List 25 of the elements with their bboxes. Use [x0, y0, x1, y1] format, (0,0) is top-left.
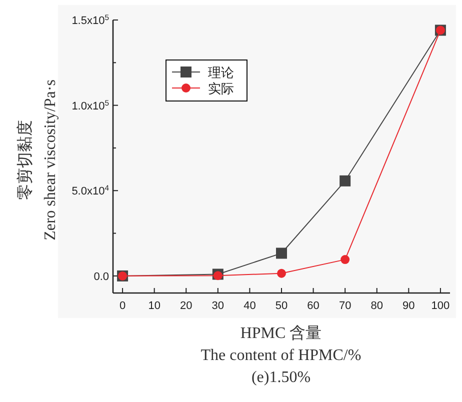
text: (e)1.50% [251, 369, 311, 386]
y-tick-label: 0.0 [94, 270, 109, 283]
point [276, 248, 287, 259]
y-tick-label: 5.0x10$^{4}$ [72, 183, 110, 198]
point [340, 175, 351, 186]
x-tick-label: 70 [338, 300, 352, 312]
x-tick-label: 40 [244, 300, 256, 312]
x-tick-label: 90 [402, 300, 415, 312]
x-tick-label: 100 [431, 300, 450, 312]
x-tick-label: 0 [119, 300, 126, 312]
x-tick-label: 30 [212, 300, 224, 312]
x-tick-label: 50 [275, 300, 288, 312]
x-tick-label: 60 [307, 300, 320, 312]
x-axis-title: HPMC 含量 The content of HPMC/% [200, 324, 362, 364]
point [277, 268, 286, 278]
y-axis-title: 零剪切黏度 Zero shear viscosity/Pa·s [16, 80, 59, 240]
x-tick-label: 20 [180, 300, 192, 312]
point [213, 271, 222, 280]
y-tick-label: 1.5x10$^{5}$ [72, 12, 109, 27]
x-tick-label: 10 [148, 300, 160, 312]
point [340, 255, 350, 264]
y-tick-label: 1.0x10$^{5}$ [72, 98, 109, 112]
x-tick-label: 80 [370, 300, 383, 312]
legend-label: 理论 [208, 65, 234, 80]
legend-label: 实际 [208, 81, 234, 96]
